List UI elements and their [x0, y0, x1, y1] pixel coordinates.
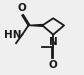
Text: O: O [49, 60, 58, 70]
Polygon shape [28, 25, 42, 26]
Text: O: O [18, 3, 27, 13]
Text: N: N [49, 37, 58, 47]
Text: HN: HN [4, 30, 22, 40]
